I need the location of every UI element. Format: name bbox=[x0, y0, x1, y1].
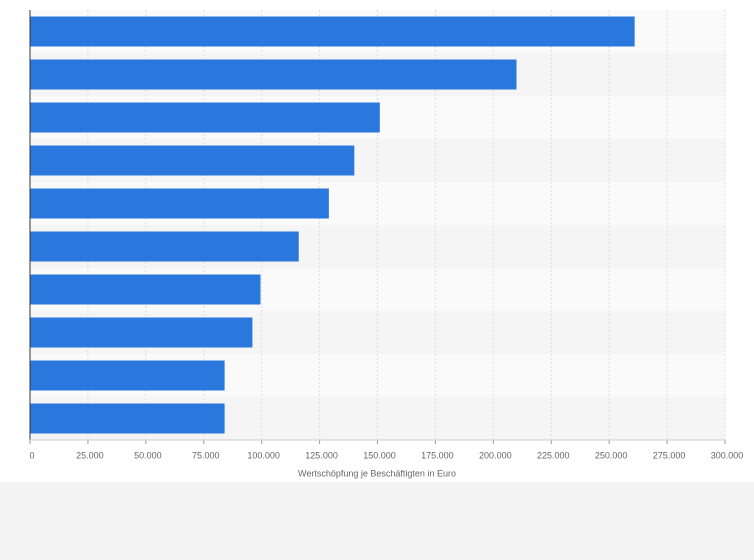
bar bbox=[30, 274, 261, 305]
x-tick-label: 100.000 bbox=[247, 450, 280, 460]
x-tick-label: 25.000 bbox=[76, 450, 104, 460]
bar bbox=[30, 317, 253, 348]
x-tick-label: 275.000 bbox=[653, 450, 686, 460]
bar bbox=[30, 59, 517, 90]
bar bbox=[30, 102, 380, 133]
bar bbox=[30, 403, 225, 434]
x-tick-label: 150.000 bbox=[363, 450, 396, 460]
x-tick-label: 175.000 bbox=[421, 450, 454, 460]
bar bbox=[30, 231, 299, 262]
x-tick-label: 75.000 bbox=[192, 450, 220, 460]
x-tick-label: 300.000 bbox=[711, 450, 744, 460]
x-axis-label: Wertschöpfung je Beschäftigten in Euro bbox=[298, 468, 456, 478]
bar bbox=[30, 360, 225, 391]
x-tick-label: 50.000 bbox=[134, 450, 162, 460]
x-tick-label: 225.000 bbox=[537, 450, 570, 460]
bar bbox=[30, 188, 329, 219]
x-tick-label: 125.000 bbox=[305, 450, 338, 460]
bar bbox=[30, 16, 635, 47]
x-tick-label: 0 bbox=[29, 450, 34, 460]
bar bbox=[30, 145, 355, 176]
x-tick-label: 250.000 bbox=[595, 450, 628, 460]
x-tick-label: 200.000 bbox=[479, 450, 512, 460]
